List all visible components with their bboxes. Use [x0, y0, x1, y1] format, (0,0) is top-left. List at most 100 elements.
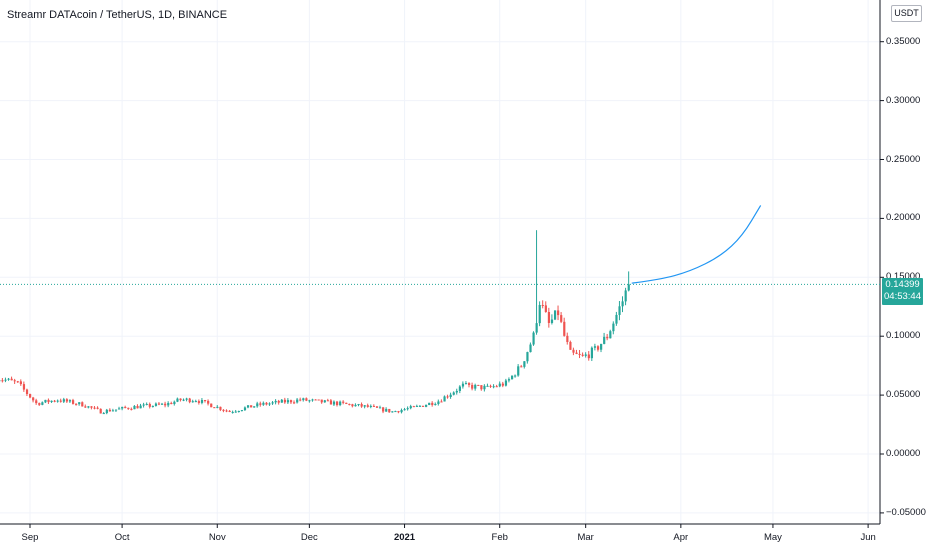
candle-body: [609, 331, 612, 339]
candle-body: [458, 386, 461, 391]
candle-body: [507, 379, 511, 381]
candle-body: [170, 402, 173, 405]
candle-body: [385, 408, 388, 412]
candle-body: [544, 305, 547, 313]
price-axis-label: 0.30000: [886, 94, 921, 106]
candle-body: [256, 403, 259, 407]
candle-body: [222, 409, 225, 411]
candle-body: [317, 399, 320, 401]
candle-body: [148, 403, 151, 407]
candle-body: [489, 385, 492, 387]
candle-body: [234, 411, 237, 413]
candle-body: [627, 284, 630, 291]
candle-body: [514, 375, 517, 377]
candle-body: [90, 406, 93, 408]
candle-body: [363, 405, 366, 407]
candle-body: [302, 398, 305, 401]
candle-body: [253, 406, 256, 408]
candle-body: [293, 402, 296, 404]
candle-body: [167, 402, 170, 406]
candle-body: [62, 399, 65, 402]
time-axis-label: 2021: [393, 532, 416, 543]
candle-body: [13, 380, 16, 382]
candle-body: [584, 354, 587, 356]
candle-body: [286, 400, 290, 403]
candle-body: [492, 386, 495, 388]
candle-body: [1, 380, 4, 382]
candle-body: [587, 354, 590, 359]
candle-body: [498, 383, 501, 387]
candle-body: [557, 310, 560, 316]
candle-body: [139, 405, 142, 409]
candle-body: [412, 406, 415, 408]
candle-body: [480, 385, 483, 390]
candle-body: [47, 399, 50, 403]
candle-body: [81, 402, 84, 407]
price-axis-label: 0.05000: [886, 389, 921, 401]
candle-body: [105, 409, 108, 414]
price-axis-label: 0.25000: [886, 153, 921, 165]
candle-body: [501, 383, 504, 386]
candle-body: [563, 321, 566, 336]
candle-body: [44, 399, 47, 403]
candle-body: [191, 401, 194, 403]
candle-body: [566, 335, 569, 342]
candle-body: [237, 410, 240, 412]
candle-body: [431, 402, 434, 405]
candle-body: [259, 403, 262, 405]
candle-body: [440, 401, 443, 403]
candle-body: [366, 405, 369, 407]
candle-body: [434, 403, 437, 405]
candle-body: [10, 378, 13, 381]
price-badge-value: 0.14399: [885, 279, 920, 290]
candle-body: [179, 398, 182, 401]
candle-body: [532, 332, 535, 345]
candle-body: [50, 400, 53, 403]
candle-body: [535, 323, 538, 333]
candle-body: [495, 386, 498, 388]
candle-body: [348, 403, 351, 405]
candle-body: [182, 399, 185, 401]
candle-body: [59, 400, 62, 402]
candle-body: [375, 406, 379, 408]
candle-body: [391, 411, 394, 413]
candle-body: [127, 407, 130, 409]
candle-body: [210, 403, 213, 408]
candle-body: [400, 409, 403, 413]
candle-body: [397, 411, 400, 413]
candle-body: [621, 301, 624, 307]
candle-body: [121, 406, 124, 409]
candle-body: [4, 379, 7, 381]
price-axis-label: 0.10000: [886, 330, 921, 342]
candle-body: [176, 398, 179, 402]
candle-body: [339, 401, 342, 406]
candle-body: [243, 407, 247, 411]
candle-body: [520, 366, 523, 368]
time-axis-label: Dec: [300, 532, 318, 543]
candle-body: [99, 408, 102, 414]
candle-body: [345, 402, 348, 404]
candle-body: [369, 405, 372, 407]
time-axis-label: Apr: [673, 532, 689, 543]
candle-body: [332, 401, 336, 405]
candle-body: [624, 290, 627, 302]
currency-label[interactable]: USDT: [891, 5, 922, 22]
candle-body: [471, 384, 474, 389]
candle-body: [596, 346, 600, 350]
candle-body: [378, 407, 382, 409]
candle-body: [35, 400, 38, 404]
candle-body: [305, 398, 308, 401]
candle-body: [360, 404, 363, 407]
candle-body: [38, 403, 41, 405]
candle-body: [575, 352, 578, 354]
candle-body: [200, 400, 204, 403]
candle-body: [197, 401, 201, 403]
candle-body: [53, 400, 56, 402]
candle-body: [372, 405, 376, 407]
candle-body: [173, 401, 176, 405]
candle-body: [277, 400, 280, 403]
candle-body: [320, 399, 323, 403]
candle-body: [418, 405, 422, 407]
candle-body: [477, 384, 480, 386]
